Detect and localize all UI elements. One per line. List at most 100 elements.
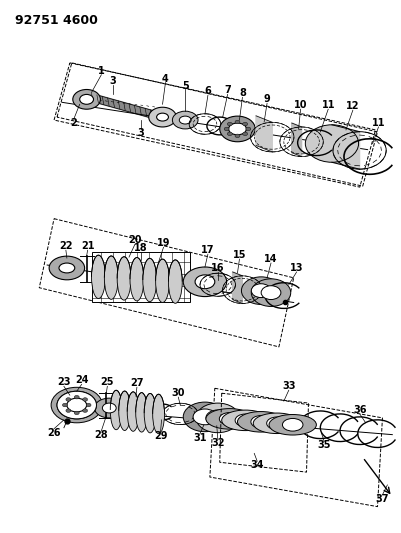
Text: 8: 8 [239, 88, 246, 99]
Ellipse shape [59, 263, 75, 273]
Ellipse shape [67, 398, 87, 412]
Ellipse shape [102, 403, 116, 413]
Text: 37: 37 [376, 494, 389, 504]
Polygon shape [233, 272, 242, 303]
Text: 7: 7 [224, 85, 231, 95]
Ellipse shape [49, 256, 85, 280]
Ellipse shape [83, 409, 87, 413]
Text: 11: 11 [372, 118, 385, 128]
Polygon shape [256, 116, 272, 152]
Ellipse shape [57, 391, 97, 419]
Ellipse shape [66, 409, 71, 413]
Text: 92751 4600: 92751 4600 [14, 13, 97, 27]
Text: 1: 1 [98, 66, 105, 76]
Ellipse shape [183, 267, 227, 296]
Ellipse shape [282, 418, 303, 431]
Ellipse shape [83, 398, 87, 401]
Polygon shape [332, 125, 360, 169]
Text: 14: 14 [264, 254, 278, 264]
Ellipse shape [168, 260, 182, 303]
Text: 27: 27 [130, 378, 144, 389]
Ellipse shape [206, 410, 230, 426]
Ellipse shape [243, 132, 247, 135]
Ellipse shape [269, 415, 316, 435]
Ellipse shape [95, 398, 124, 418]
Ellipse shape [110, 390, 122, 430]
Ellipse shape [243, 122, 247, 126]
Ellipse shape [251, 279, 291, 306]
Text: 31: 31 [193, 433, 207, 442]
Ellipse shape [253, 413, 301, 433]
Ellipse shape [235, 120, 240, 124]
Ellipse shape [241, 277, 281, 304]
Ellipse shape [136, 393, 148, 432]
Text: 23: 23 [57, 377, 71, 387]
Ellipse shape [179, 116, 191, 124]
Text: 2: 2 [71, 118, 77, 128]
Ellipse shape [183, 402, 227, 432]
Text: 11: 11 [322, 100, 335, 110]
Text: 17: 17 [201, 245, 215, 255]
Text: 20: 20 [128, 236, 142, 245]
Text: 26: 26 [47, 427, 61, 438]
Text: 3: 3 [138, 128, 144, 138]
Ellipse shape [73, 90, 100, 109]
Text: 25: 25 [101, 377, 114, 387]
Bar [91, 252, 190, 302]
Ellipse shape [80, 94, 93, 104]
Ellipse shape [193, 409, 217, 425]
Ellipse shape [235, 134, 240, 138]
Text: 10: 10 [294, 100, 307, 110]
Text: 32: 32 [211, 438, 225, 448]
Ellipse shape [267, 417, 287, 430]
Ellipse shape [51, 387, 102, 423]
Ellipse shape [222, 410, 269, 431]
Ellipse shape [227, 132, 232, 135]
Ellipse shape [127, 392, 139, 431]
Text: 28: 28 [95, 430, 108, 440]
Ellipse shape [305, 125, 358, 162]
Text: 13: 13 [290, 263, 304, 273]
Ellipse shape [224, 127, 229, 131]
Text: 24: 24 [75, 375, 88, 385]
Ellipse shape [237, 411, 285, 432]
Ellipse shape [251, 284, 271, 297]
Ellipse shape [66, 398, 71, 401]
Ellipse shape [227, 122, 232, 126]
Ellipse shape [91, 255, 105, 298]
Ellipse shape [235, 414, 255, 426]
Polygon shape [91, 93, 158, 120]
Ellipse shape [220, 116, 255, 142]
Ellipse shape [251, 416, 271, 428]
Ellipse shape [143, 259, 157, 302]
Text: 5: 5 [182, 80, 188, 91]
Text: 4: 4 [162, 74, 169, 84]
Text: 36: 36 [353, 405, 367, 415]
Polygon shape [292, 123, 302, 157]
Ellipse shape [246, 127, 251, 131]
Text: 16: 16 [211, 263, 225, 273]
Ellipse shape [172, 111, 198, 129]
Text: 21: 21 [81, 241, 94, 251]
Text: 30: 30 [172, 388, 185, 398]
Ellipse shape [74, 411, 79, 415]
Ellipse shape [195, 275, 215, 289]
Text: 34: 34 [251, 460, 264, 470]
Ellipse shape [206, 409, 253, 429]
Text: 3: 3 [110, 76, 117, 86]
Ellipse shape [63, 403, 67, 407]
Text: 35: 35 [318, 440, 331, 450]
Text: 29: 29 [154, 431, 167, 441]
Text: 6: 6 [205, 86, 211, 96]
Text: 15: 15 [233, 250, 246, 260]
Ellipse shape [196, 403, 239, 433]
Text: 22: 22 [59, 241, 73, 251]
Ellipse shape [57, 391, 97, 419]
Ellipse shape [74, 395, 79, 399]
Ellipse shape [104, 256, 118, 300]
Ellipse shape [219, 413, 240, 425]
Ellipse shape [144, 393, 156, 433]
Ellipse shape [153, 394, 164, 434]
Ellipse shape [156, 259, 170, 303]
Ellipse shape [149, 107, 176, 127]
